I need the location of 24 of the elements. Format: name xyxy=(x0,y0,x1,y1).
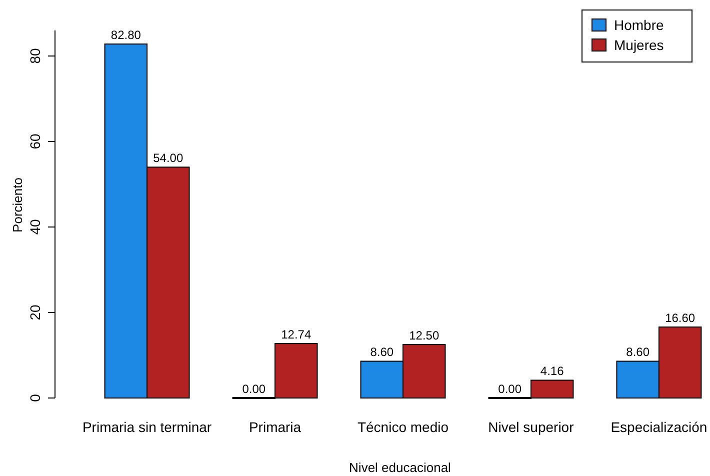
data-label: 12.74 xyxy=(281,328,312,342)
data-label: 54.00 xyxy=(153,151,184,166)
data-label: 8.60 xyxy=(370,345,394,360)
y-tick-label: 20 xyxy=(27,304,43,320)
x-tick-label: Especialización xyxy=(610,419,708,435)
y-axis-title: Porciento xyxy=(10,178,25,232)
x-tick-label: Primaria sin terminar xyxy=(82,419,212,435)
data-label: 0.00 xyxy=(242,382,266,396)
data-label: 8.60 xyxy=(626,345,650,360)
y-tick-label: 0 xyxy=(27,394,43,402)
y-tick-label: 40 xyxy=(27,219,43,235)
y-tick-label: 60 xyxy=(27,134,43,150)
x-axis-title: Nivel educacional xyxy=(349,460,452,475)
x-tick-label: Primaria xyxy=(248,419,302,435)
data-label: 16.60 xyxy=(665,311,696,326)
y-tick-label: 80 xyxy=(27,48,43,64)
data-label: 12.50 xyxy=(409,328,440,343)
data-label: 0.00 xyxy=(498,382,522,396)
data-label: 82.80 xyxy=(110,28,142,42)
x-tick-label: Técnico medio xyxy=(357,419,449,435)
data-label: 4.16 xyxy=(540,364,564,378)
legend-label: Mujeres xyxy=(614,37,664,53)
x-tick-label: Nivel superior xyxy=(488,419,574,435)
legend-label: Hombre xyxy=(614,17,664,33)
